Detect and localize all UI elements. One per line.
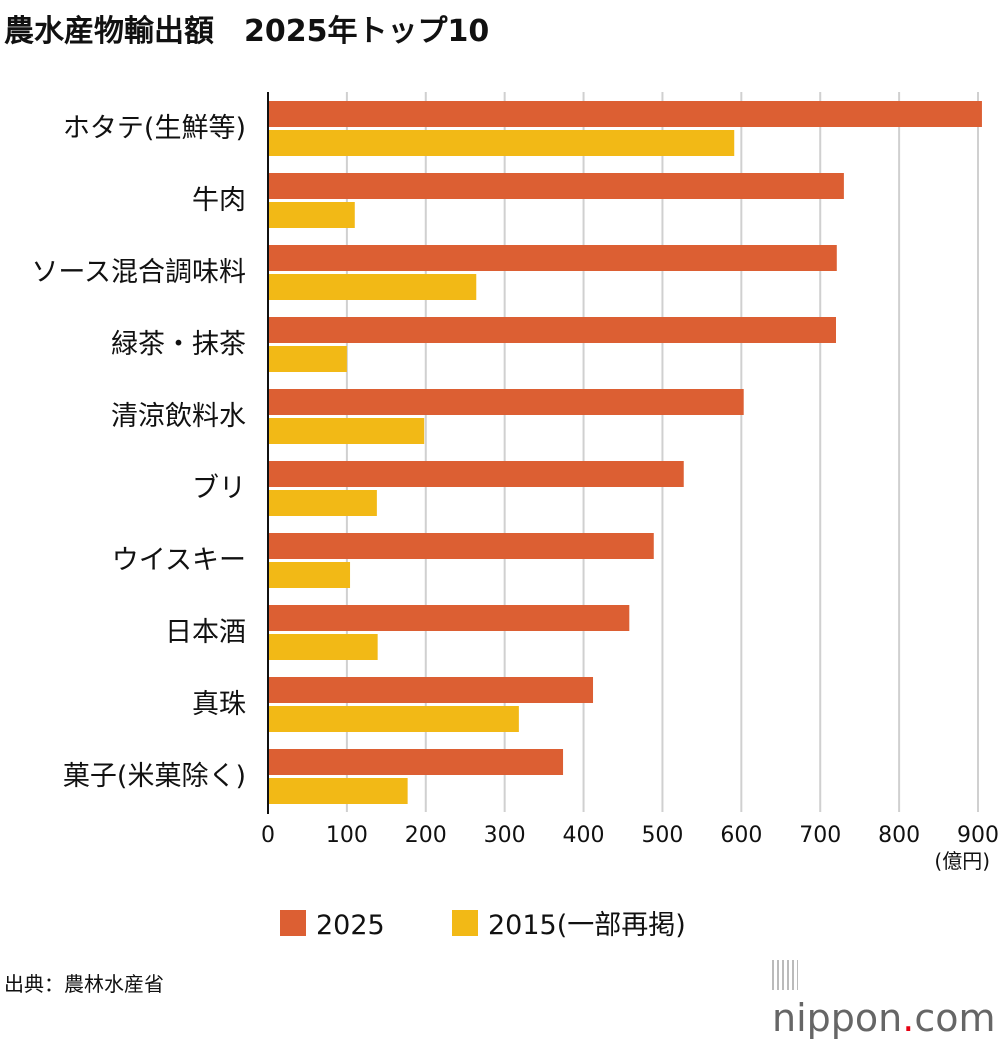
category-label: ソース混合調味料 xyxy=(31,257,246,288)
bar-2015(一部再掲) xyxy=(268,634,378,660)
bar-2025 xyxy=(268,173,844,199)
bar-chart: 0 100 200 300 400 500 600 700 800 900(億円) ホタテ(生鮮等)… xyxy=(31,92,999,941)
x-tick-label: 300 xyxy=(484,823,526,848)
x-tick-label: 100 xyxy=(326,823,368,848)
bar-2015(一部再掲) xyxy=(268,706,519,732)
x-tick-label: 500 xyxy=(641,823,683,848)
logo-bars-icon xyxy=(772,960,798,990)
bar-2015(一部再掲) xyxy=(268,346,347,372)
bar-2015(一部再掲) xyxy=(268,202,355,228)
bar-2025 xyxy=(268,605,630,631)
bar-2025 xyxy=(268,533,654,559)
x-tick-label: 600 xyxy=(720,823,762,848)
bar-2015(一部再掲) xyxy=(268,130,735,156)
bar-2015(一部再掲) xyxy=(268,418,425,444)
bar-2025 xyxy=(268,101,982,127)
x-tick-label: 0 xyxy=(261,823,275,848)
bar-2025 xyxy=(268,245,837,271)
x-tick-label: 900 xyxy=(957,823,999,848)
category-label: 真珠 xyxy=(192,689,246,720)
source-note: 出典：農林水産省 xyxy=(4,972,164,996)
category-label: 菓子(米菓除く) xyxy=(63,761,246,792)
legend-swatch xyxy=(280,910,306,936)
bar-2015(一部再掲) xyxy=(268,274,477,300)
x-unit-label: (億円) xyxy=(934,849,990,873)
chart-title: 農水産物輸出額 2025年トップ10 xyxy=(4,14,490,49)
bar-2015(一部再掲) xyxy=(268,778,408,804)
legend-label: 2015(一部再掲) xyxy=(488,910,686,941)
bar-2025 xyxy=(268,461,684,487)
bar-2015(一部再掲) xyxy=(268,490,377,516)
x-tick-label: 400 xyxy=(563,823,605,848)
bar-2025 xyxy=(268,677,594,703)
bar-2015(一部再掲) xyxy=(268,562,351,588)
category-label: ブリ xyxy=(192,473,246,504)
x-tick-label: 700 xyxy=(799,823,841,848)
bar-2025 xyxy=(268,317,836,343)
legend-swatch xyxy=(452,910,478,936)
category-label: 清涼飲料水 xyxy=(111,401,246,432)
category-label: 日本酒 xyxy=(165,617,246,648)
category-label: ウイスキー xyxy=(112,545,246,576)
nippon-logo: nippon.com xyxy=(772,952,1000,1040)
category-label: ホタテ(生鮮等) xyxy=(63,113,246,144)
category-label: 緑茶・抹茶 xyxy=(111,329,246,360)
x-tick-label: 800 xyxy=(878,823,920,848)
legend-label: 2025 xyxy=(316,910,385,941)
category-label: 牛肉 xyxy=(192,185,246,216)
bar-2025 xyxy=(268,389,744,415)
x-tick-label: 200 xyxy=(405,823,447,848)
bar-2025 xyxy=(268,749,564,775)
